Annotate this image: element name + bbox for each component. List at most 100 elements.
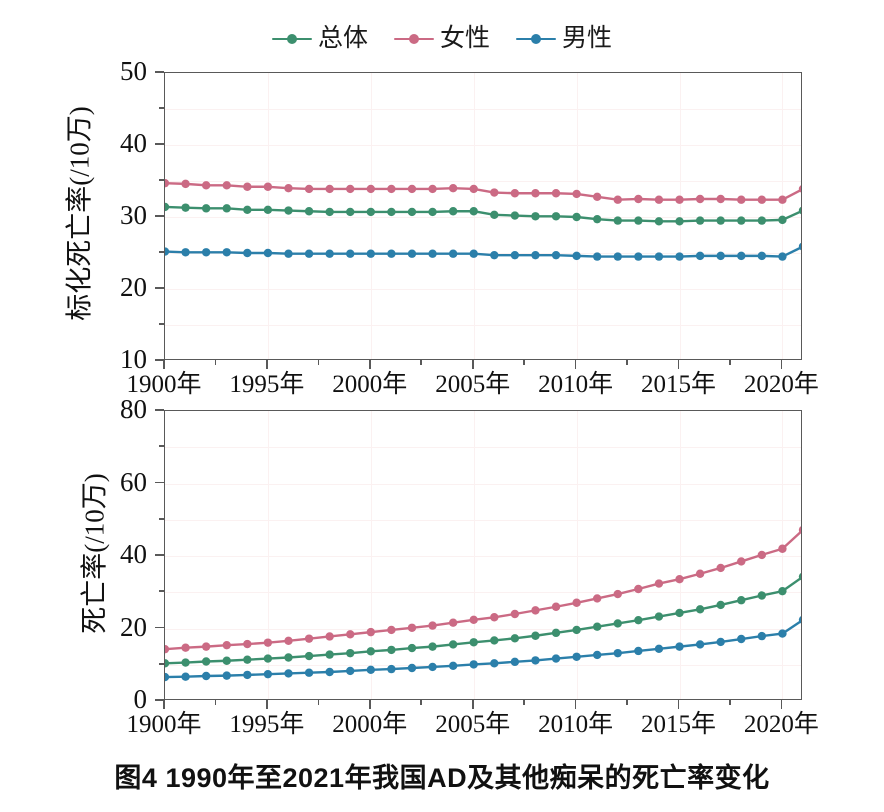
data-point-total xyxy=(469,638,478,647)
data-point-total xyxy=(757,216,767,225)
data-point-total xyxy=(346,207,355,217)
gridline-horizontal xyxy=(165,289,801,290)
data-point-female xyxy=(366,184,376,194)
data-point-female xyxy=(407,184,417,194)
data-point-total xyxy=(634,615,643,625)
data-point-male xyxy=(572,251,581,261)
y-axis-tick-minor xyxy=(159,251,164,253)
data-point-male xyxy=(531,250,540,260)
data-point-male xyxy=(243,670,252,680)
data-point-male xyxy=(778,252,787,261)
y-axis-tick-minor xyxy=(159,517,164,520)
data-point-female xyxy=(243,639,252,649)
data-point-male xyxy=(490,250,499,260)
data-point-male xyxy=(366,249,376,258)
gridline-vertical xyxy=(267,73,269,359)
data-point-female xyxy=(695,194,705,204)
legend-label-total: 总体 xyxy=(317,24,368,52)
gridline-vertical xyxy=(679,411,681,699)
data-point-female xyxy=(757,550,767,560)
x-axis-tick-label: 2020年 xyxy=(743,371,819,398)
x-axis-tick xyxy=(471,360,474,369)
y-axis-tick xyxy=(155,699,164,701)
x-axis-tick xyxy=(471,700,474,709)
data-point-male xyxy=(165,672,170,682)
data-point-female xyxy=(222,640,231,650)
data-point-male xyxy=(448,661,458,671)
data-point-total xyxy=(165,202,170,212)
data-point-total xyxy=(675,608,684,618)
data-point-male xyxy=(469,249,478,258)
gridline-horizontal-minor xyxy=(165,519,801,521)
legend-swatch-male xyxy=(516,32,556,46)
legend-item-male[interactable]: 男性 xyxy=(516,26,612,51)
data-point-female xyxy=(675,195,684,204)
x-axis-tick-label: 2000年 xyxy=(332,711,408,738)
data-point-female xyxy=(737,557,746,566)
data-point-total xyxy=(798,206,801,215)
data-point-total xyxy=(222,204,231,213)
data-point-total xyxy=(263,654,273,663)
data-point-total xyxy=(510,634,520,643)
gridline-vertical xyxy=(576,411,578,699)
data-point-male xyxy=(551,250,561,260)
data-point-male xyxy=(222,248,231,257)
x-axis-tick-label: 1995年 xyxy=(229,371,305,398)
data-point-total xyxy=(366,647,376,656)
x-axis-tick-label: 2015年 xyxy=(641,371,717,398)
y-axis-tick-minor xyxy=(159,590,164,593)
data-point-total xyxy=(325,207,334,217)
data-point-female xyxy=(165,644,170,654)
series-male xyxy=(165,616,801,682)
data-point-female xyxy=(181,179,190,189)
x-axis-tick-label: 2010年 xyxy=(538,711,614,738)
gridline-horizontal-minor xyxy=(165,447,801,449)
gridline-horizontal-minor xyxy=(165,325,801,326)
data-point-male xyxy=(716,251,725,261)
data-point-female xyxy=(181,643,190,652)
x-axis-tick xyxy=(369,360,371,369)
data-point-total xyxy=(181,203,190,212)
data-point-female xyxy=(592,192,602,202)
data-point-female xyxy=(572,189,581,199)
data-point-male xyxy=(325,249,334,258)
data-point-female xyxy=(387,184,396,194)
data-point-male xyxy=(654,252,664,261)
data-point-male xyxy=(448,249,458,258)
y-axis-tick xyxy=(155,554,164,556)
data-point-total xyxy=(201,657,211,666)
data-point-total xyxy=(778,586,787,596)
data-point-female xyxy=(634,194,643,204)
series-line-male xyxy=(165,246,801,258)
x-axis-tick-minor xyxy=(626,360,628,365)
data-point-female xyxy=(613,195,622,204)
x-axis-tick-minor xyxy=(420,700,423,705)
data-point-male xyxy=(387,249,396,258)
data-point-male xyxy=(366,665,376,675)
data-point-male xyxy=(510,657,520,667)
x-axis-tick xyxy=(369,700,371,709)
data-point-male xyxy=(592,650,602,660)
y-axis-tick-minor xyxy=(159,662,164,665)
legend-item-female[interactable]: 女性 xyxy=(393,26,490,51)
data-point-female xyxy=(284,184,293,193)
series-male xyxy=(165,242,801,261)
data-point-female xyxy=(654,579,664,588)
y-axis-tick-label: 20 xyxy=(120,272,147,302)
data-point-total xyxy=(387,645,396,655)
data-point-total xyxy=(325,650,334,659)
series-line-female xyxy=(165,530,801,651)
series-female xyxy=(165,178,801,204)
legend-item-total[interactable]: 总体 xyxy=(271,24,368,52)
data-point-total xyxy=(181,658,190,667)
data-point-male xyxy=(284,249,293,258)
data-point-female xyxy=(572,598,581,607)
data-point-female xyxy=(613,589,622,599)
data-point-total xyxy=(551,212,561,221)
series-female xyxy=(165,526,801,654)
x-axis-tick-label: 2010年 xyxy=(538,371,614,398)
data-point-male xyxy=(428,662,437,672)
y-axis-tick-label: 20 xyxy=(120,611,147,642)
series-line-total xyxy=(165,205,801,223)
data-point-female xyxy=(778,544,787,553)
